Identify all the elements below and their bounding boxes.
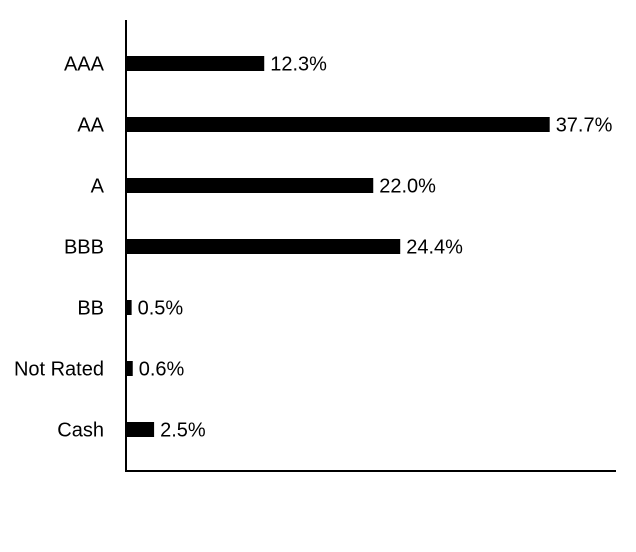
value-label-aaa: 12.3% xyxy=(270,54,327,76)
category-label-a: A xyxy=(91,176,105,198)
bar-not-rated xyxy=(126,361,133,376)
category-label-aa: AA xyxy=(77,115,104,137)
category-label-not-rated: Not Rated xyxy=(14,359,104,381)
category-label-aaa: AAA xyxy=(64,54,105,76)
category-label-cash: Cash xyxy=(57,420,104,442)
bar-aaa xyxy=(126,56,265,71)
value-label-not-rated: 0.6% xyxy=(139,359,185,381)
value-label-bbb: 24.4% xyxy=(406,237,463,259)
value-label-bb: 0.5% xyxy=(138,298,184,320)
bar-bb xyxy=(126,300,132,315)
bar-aa xyxy=(126,117,550,132)
bar-a xyxy=(126,178,374,193)
value-label-a: 22.0% xyxy=(379,176,436,198)
bars-group xyxy=(126,56,550,437)
value-label-cash: 2.5% xyxy=(160,420,206,442)
value-label-aa: 37.7% xyxy=(556,115,613,137)
category-label-bbb: BBB xyxy=(64,237,104,259)
bar-cash xyxy=(126,422,155,437)
labels-group: AAA 12.3% AA 37.7% A 22.0% BBB 24.4% BB 0.5% Not R… xyxy=(14,54,613,442)
bar-bbb xyxy=(126,239,401,254)
category-label-bb: BB xyxy=(77,298,104,320)
